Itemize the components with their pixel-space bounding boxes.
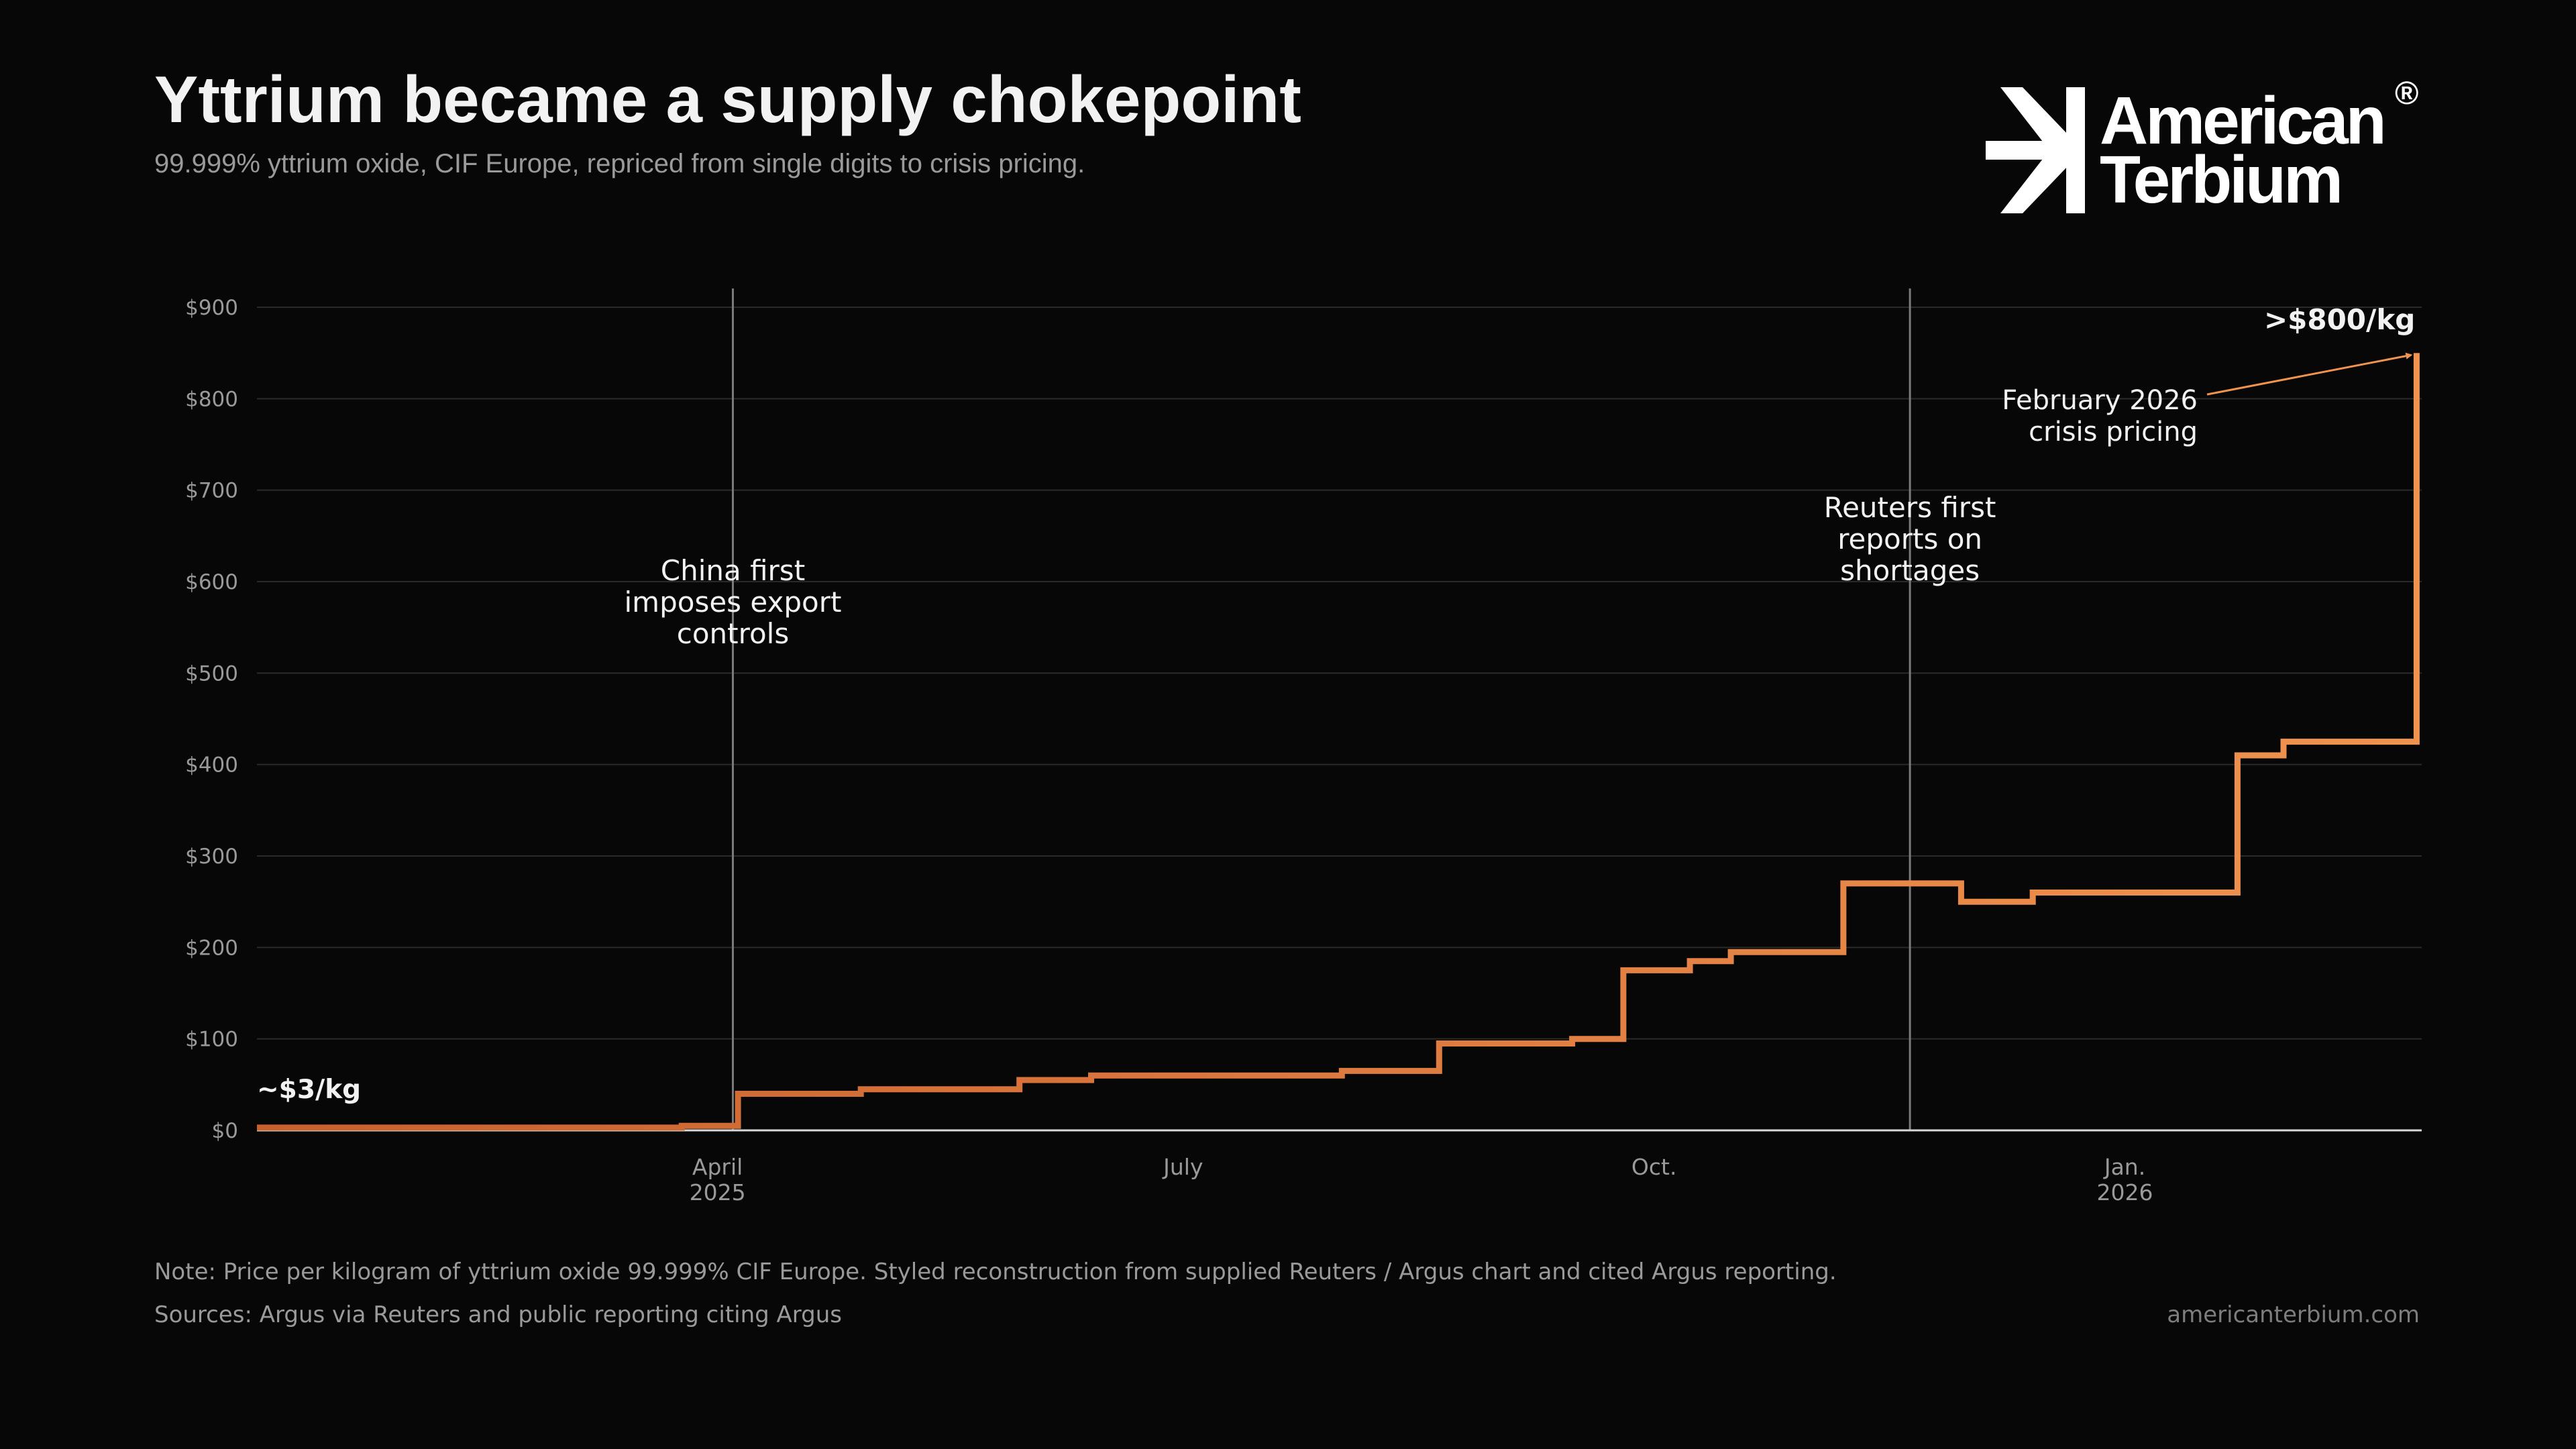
footnote: Note: Price per kilogram of yttrium oxid…: [154, 1258, 1837, 1285]
arrow-burst-icon: [1986, 87, 2085, 213]
arrow-label: February 2026: [2002, 385, 2198, 416]
brand-name-line2: Terbium: [2100, 142, 2343, 217]
website-link[interactable]: americanterbium.com: [2167, 1301, 2420, 1328]
x-tick-sublabel: 2026: [2097, 1179, 2153, 1205]
end-price-label: >$800/kg: [2264, 303, 2415, 336]
event-label: reports on: [1837, 523, 1982, 555]
x-tick-sublabel: 2025: [690, 1179, 746, 1205]
y-tick-label: $800: [185, 387, 238, 411]
event-label: controls: [677, 617, 789, 650]
event-label: shortages: [1840, 554, 1980, 587]
gridlines: [257, 307, 2422, 1040]
event-label: imposes export: [625, 586, 842, 619]
brand-logo: American Terbium ®: [1986, 75, 2428, 223]
x-tick-label: April: [692, 1154, 743, 1180]
x-tick-label: July: [1162, 1154, 1203, 1180]
y-tick-label: $900: [185, 296, 238, 320]
brand-name-line1: American: [2100, 83, 2387, 158]
y-tick-label: $600: [185, 570, 238, 594]
y-tick-label: $700: [185, 479, 238, 503]
chart-subtitle: 99.999% yttrium oxide, CIF Europe, repri…: [154, 149, 1085, 178]
y-tick-label: $0: [212, 1119, 238, 1143]
event-label: Reuters first: [1824, 491, 1996, 524]
event-label: China first: [661, 554, 805, 587]
annotation-arrow: [2206, 352, 2413, 396]
price-step-line: [257, 353, 2420, 1131]
brand-name: American Terbium: [2100, 83, 2387, 217]
sources-line: Sources: Argus via Reuters and public re…: [154, 1301, 843, 1328]
x-tick-label: Oct.: [1631, 1154, 1677, 1180]
arrow-label: crisis pricing: [2029, 417, 2198, 447]
y-tick-label: $200: [185, 936, 238, 960]
price-series: [257, 353, 2420, 1131]
y-tick-label: $500: [185, 661, 238, 686]
y-tick-label: $100: [185, 1028, 238, 1052]
start-price-label: ~$3/kg: [257, 1075, 361, 1105]
chart-title: Yttrium became a supply chokepoint: [154, 62, 1301, 136]
y-tick-label: $400: [185, 753, 238, 777]
y-tick-label: $300: [185, 845, 238, 869]
registered-mark: ®: [2395, 76, 2419, 111]
x-tick-label: Jan.: [2103, 1154, 2145, 1180]
